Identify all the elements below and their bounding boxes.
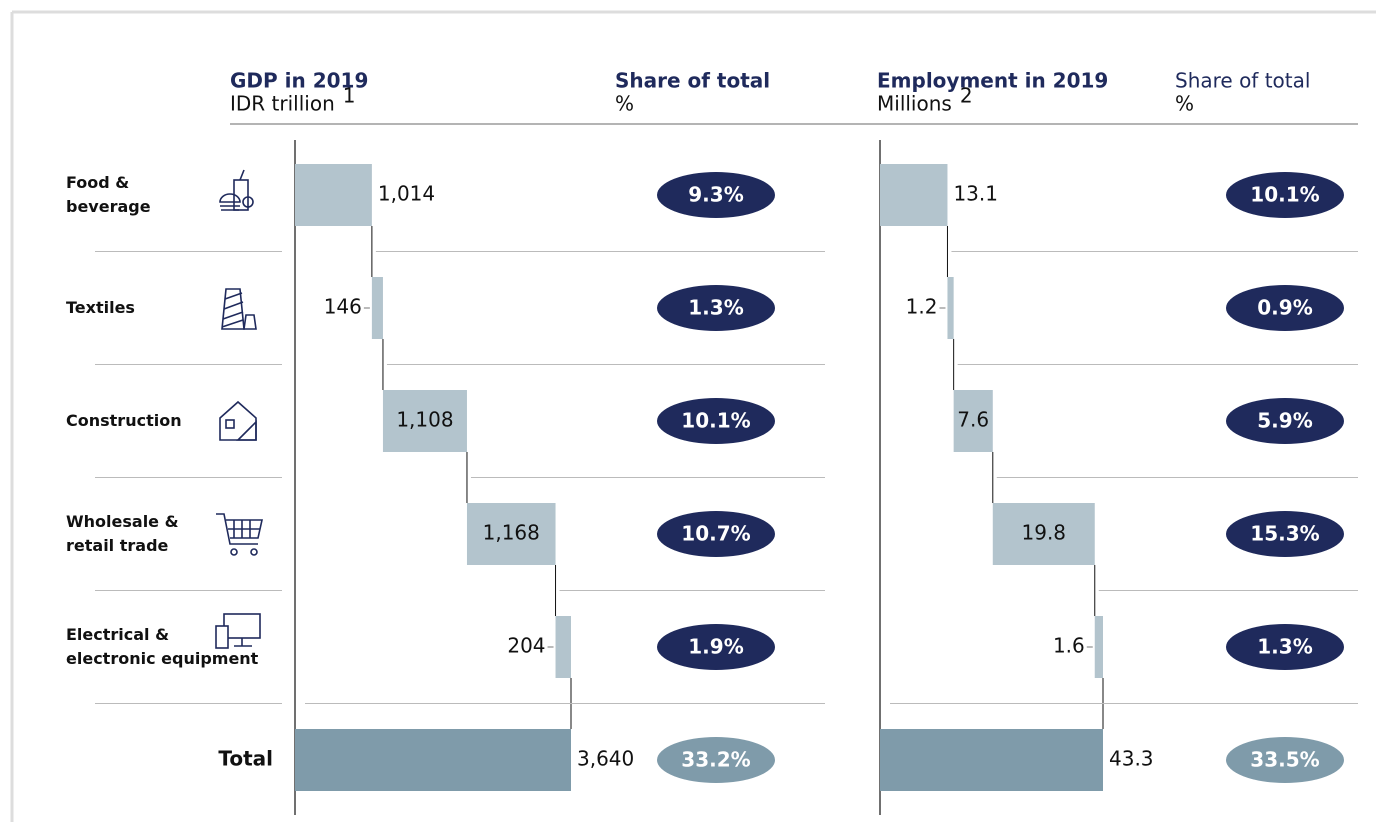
share-pill	[1226, 511, 1344, 557]
share-pill	[1226, 624, 1344, 670]
share-total-label: 33.5%	[1250, 748, 1319, 772]
panel-title: GDP in 2019	[230, 69, 368, 93]
bar	[555, 616, 571, 678]
icon-textiles	[221, 288, 257, 330]
share-label: 1.3%	[688, 296, 743, 320]
bar	[1094, 616, 1103, 678]
share-label: 15.3%	[1250, 522, 1319, 546]
share-label: 10.1%	[681, 409, 750, 433]
category-label: Construction	[66, 411, 182, 430]
share-total-pill	[657, 737, 775, 783]
share-label: 10.7%	[681, 522, 750, 546]
bar	[466, 503, 556, 565]
share-label: 1.9%	[688, 635, 743, 659]
footnote: 1	[343, 84, 356, 108]
share-pill	[1226, 398, 1344, 444]
share-label: 5.9%	[1257, 409, 1312, 433]
footnote: 2	[960, 84, 973, 108]
share-label: 0.9%	[1257, 296, 1312, 320]
category-label: Textiles	[66, 298, 135, 317]
panel-unit: IDR trillion	[230, 92, 335, 116]
icon-electronics	[215, 613, 261, 649]
icon-cart	[216, 513, 263, 556]
icon-food	[219, 169, 254, 211]
total-bar	[295, 729, 571, 791]
bar	[371, 277, 383, 339]
share-label: 10.1%	[1250, 183, 1319, 207]
total-category: Total	[218, 747, 273, 771]
value-label: 1.6	[1053, 634, 1085, 658]
bar	[880, 164, 948, 226]
value-label: 1.2	[906, 295, 938, 319]
icon-construction	[219, 400, 257, 441]
value-label: 146	[324, 295, 362, 319]
value-label: 7.6	[957, 408, 989, 432]
bar	[947, 277, 954, 339]
share-title: Share of total	[1175, 69, 1310, 93]
share-pill	[657, 624, 775, 670]
total-bar	[880, 729, 1103, 791]
share-pill	[657, 285, 775, 331]
category-label: Food & beverage	[66, 173, 151, 216]
share-pill	[1226, 285, 1344, 331]
category-label: Wholesale & retail trade	[66, 512, 179, 555]
value-label: 13.1	[953, 182, 998, 206]
panel-title: Employment in 2019	[877, 69, 1108, 93]
share-unit: %	[1175, 92, 1194, 116]
share-label: 9.3%	[688, 183, 743, 207]
value-label: 204	[507, 634, 545, 658]
bar	[295, 164, 372, 226]
share-pill	[1226, 172, 1344, 218]
share-unit: %	[615, 92, 634, 116]
bar	[382, 390, 467, 452]
category-label: Electrical & electronic equipment	[66, 625, 259, 668]
share-total-label: 33.2%	[681, 748, 750, 772]
value-label: 19.8	[1022, 521, 1067, 545]
total-label: 43.3	[1109, 747, 1154, 771]
share-total-pill	[1226, 737, 1344, 783]
share-pill	[657, 398, 775, 444]
value-label: 1,108	[396, 408, 453, 432]
panel-unit: Millions	[877, 92, 952, 116]
share-pill	[657, 172, 775, 218]
share-label: 1.3%	[1257, 635, 1312, 659]
share-title: Share of total	[615, 69, 770, 93]
bar	[953, 390, 993, 452]
total-label: 3,640	[577, 747, 634, 771]
bar	[992, 503, 1095, 565]
value-label: 1,168	[483, 521, 540, 545]
share-pill	[657, 511, 775, 557]
value-label: 1,014	[378, 182, 435, 206]
